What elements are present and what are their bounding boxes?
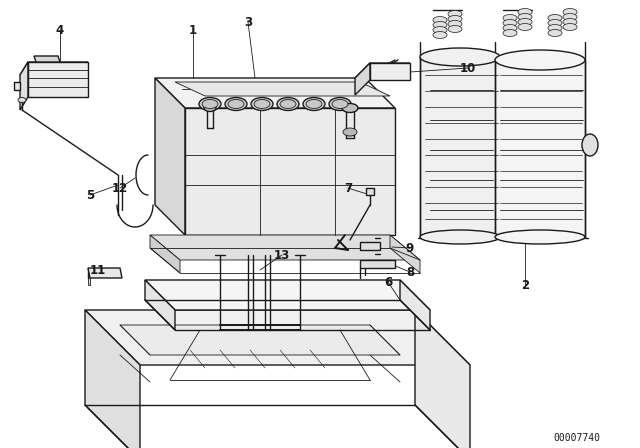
Polygon shape — [155, 78, 395, 108]
Polygon shape — [370, 63, 410, 80]
Ellipse shape — [563, 13, 577, 21]
Polygon shape — [34, 56, 60, 62]
Text: 3: 3 — [244, 16, 252, 29]
Ellipse shape — [448, 26, 462, 33]
Polygon shape — [20, 62, 88, 75]
Ellipse shape — [548, 14, 562, 22]
Ellipse shape — [303, 98, 325, 111]
Text: 5: 5 — [86, 189, 94, 202]
Ellipse shape — [420, 48, 500, 66]
Text: 12: 12 — [112, 181, 128, 194]
Polygon shape — [145, 280, 175, 330]
Ellipse shape — [503, 20, 517, 26]
Ellipse shape — [518, 9, 532, 16]
Text: 1: 1 — [189, 23, 197, 36]
Ellipse shape — [518, 18, 532, 26]
Ellipse shape — [582, 134, 598, 156]
Ellipse shape — [503, 25, 517, 31]
Ellipse shape — [343, 128, 357, 136]
Polygon shape — [150, 235, 180, 273]
Text: 8: 8 — [406, 266, 414, 279]
Ellipse shape — [548, 20, 562, 26]
Text: 7: 7 — [344, 181, 352, 194]
Polygon shape — [155, 78, 185, 235]
Ellipse shape — [306, 99, 322, 108]
Ellipse shape — [420, 230, 500, 244]
Text: 2: 2 — [521, 279, 529, 292]
Ellipse shape — [204, 104, 216, 112]
Ellipse shape — [329, 98, 351, 111]
Ellipse shape — [202, 99, 218, 108]
Polygon shape — [495, 60, 585, 237]
Polygon shape — [185, 108, 395, 235]
Ellipse shape — [495, 230, 585, 244]
Polygon shape — [366, 188, 374, 195]
Ellipse shape — [254, 99, 270, 108]
Text: 00007740: 00007740 — [553, 433, 600, 443]
Ellipse shape — [503, 14, 517, 22]
Ellipse shape — [563, 23, 577, 30]
Ellipse shape — [448, 16, 462, 22]
Polygon shape — [175, 82, 390, 96]
Polygon shape — [85, 310, 470, 365]
Ellipse shape — [448, 10, 462, 17]
Ellipse shape — [18, 98, 26, 103]
Polygon shape — [150, 235, 420, 260]
Polygon shape — [400, 280, 430, 330]
Text: 9: 9 — [406, 241, 414, 254]
Ellipse shape — [503, 30, 517, 36]
Polygon shape — [360, 260, 395, 268]
Text: 13: 13 — [274, 249, 290, 262]
Text: 10: 10 — [460, 61, 476, 74]
Ellipse shape — [332, 99, 348, 108]
Ellipse shape — [199, 98, 221, 111]
Ellipse shape — [518, 13, 532, 21]
Ellipse shape — [433, 17, 447, 23]
Ellipse shape — [495, 50, 585, 70]
Polygon shape — [355, 63, 410, 78]
Ellipse shape — [225, 98, 247, 111]
Polygon shape — [85, 310, 140, 448]
Ellipse shape — [280, 99, 296, 108]
Ellipse shape — [433, 26, 447, 34]
Polygon shape — [14, 82, 20, 90]
Polygon shape — [88, 268, 122, 278]
Ellipse shape — [251, 98, 273, 111]
Polygon shape — [120, 325, 400, 355]
Ellipse shape — [342, 103, 358, 112]
Ellipse shape — [433, 22, 447, 29]
Ellipse shape — [518, 23, 532, 30]
Ellipse shape — [228, 99, 244, 108]
Polygon shape — [28, 62, 88, 97]
Polygon shape — [88, 278, 90, 285]
Ellipse shape — [277, 98, 299, 111]
Ellipse shape — [563, 18, 577, 26]
Ellipse shape — [548, 30, 562, 36]
Ellipse shape — [563, 9, 577, 16]
Text: 4: 4 — [56, 23, 64, 36]
Polygon shape — [20, 62, 28, 110]
Ellipse shape — [433, 31, 447, 39]
Polygon shape — [415, 310, 470, 448]
Polygon shape — [355, 63, 370, 95]
Polygon shape — [145, 280, 430, 310]
Polygon shape — [420, 57, 500, 237]
Polygon shape — [360, 242, 380, 250]
Text: 11: 11 — [90, 263, 106, 276]
Ellipse shape — [548, 25, 562, 31]
Text: 6: 6 — [384, 276, 392, 289]
Ellipse shape — [448, 21, 462, 27]
Polygon shape — [390, 235, 420, 273]
